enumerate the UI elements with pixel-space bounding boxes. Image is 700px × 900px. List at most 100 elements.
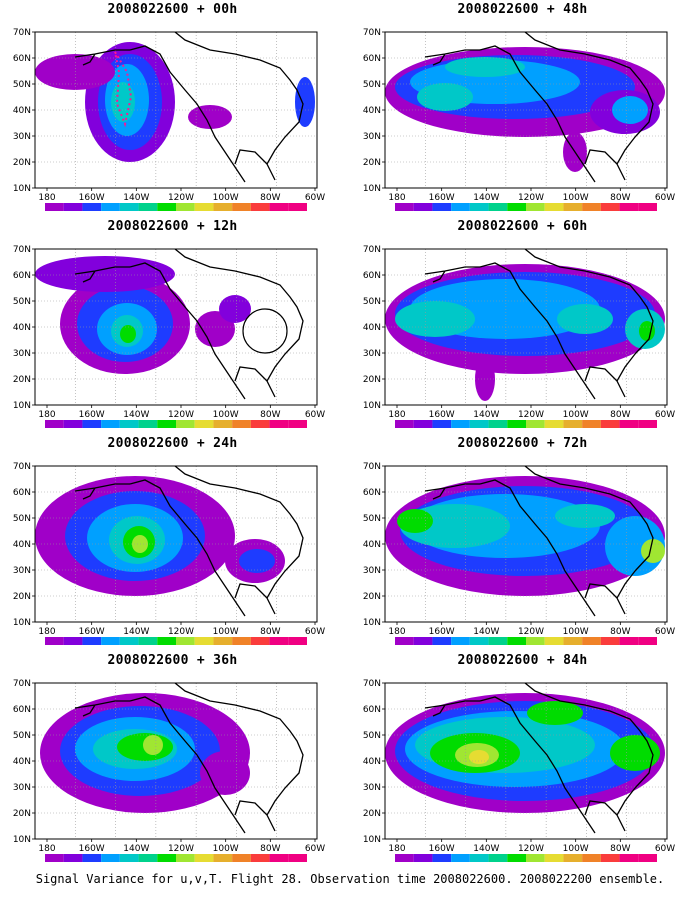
colorbar-swatch	[250, 854, 270, 862]
lon-tick-label: 60W	[655, 627, 675, 637]
lat-tick-label: 60N	[13, 271, 31, 281]
colorbar-swatch	[600, 420, 620, 428]
colorbar-label: 11	[209, 865, 218, 866]
lat-tick-label: 50N	[363, 731, 381, 741]
coastline	[424, 32, 654, 183]
coastline	[74, 683, 304, 834]
lat-tick-label: 10N	[363, 184, 381, 194]
lon-tick-label: 80W	[260, 193, 280, 203]
lat-tick-label: 70N	[13, 245, 31, 255]
lon-tick-label: 180	[38, 193, 55, 203]
colorbar-label: 4	[468, 431, 473, 432]
colorbar-swatch	[63, 203, 83, 211]
lat-tick-label: 50N	[363, 80, 381, 90]
colorbar: 1.6 2.2 3.1 4 5.1 6.3 7.6 9 11 14 21 29 40	[395, 203, 657, 215]
colorbar-swatch	[413, 637, 433, 645]
colorbar-label: 21	[596, 865, 605, 866]
colorbar-label: 7.6	[520, 431, 532, 432]
colorbar: 1.6 2.2 3.1 4 5.1 6.3 7.6 9 11 14 21 29 40	[395, 637, 657, 649]
lon-tick-label: 100W	[213, 844, 239, 854]
lon-tick-label: 160W	[79, 193, 105, 203]
lat-tick-label: 60N	[13, 488, 31, 498]
colorbar-label: 3.1	[96, 648, 107, 649]
contour-map: 70N 60N 50N 40N 30N 20N 10N 180 160W 140W 120W 100W…	[13, 28, 325, 215]
colorbar-label: 11	[559, 648, 568, 649]
colorbar-swatch	[432, 637, 452, 645]
colorbar-swatch	[119, 420, 139, 428]
panel-title: 2008022600 + 84h	[457, 653, 588, 668]
colorbar-label: 9	[542, 214, 546, 215]
colorbar-swatch	[451, 854, 470, 862]
colorbar-label: 21	[596, 648, 605, 649]
colorbar-swatch	[138, 854, 158, 862]
colorbar-swatch	[619, 203, 639, 211]
colorbar-label: 5.1	[133, 214, 144, 215]
colorbar-swatch	[544, 420, 564, 428]
colorbar-label: 3.1	[96, 431, 107, 432]
lat-tick-label: 30N	[13, 349, 31, 359]
lat-tick-label: 70N	[363, 462, 381, 472]
colorbar-label: 5.1	[483, 431, 494, 432]
colorbar-swatch	[600, 637, 620, 645]
colorbar-swatch	[600, 203, 620, 211]
colorbar-swatch	[451, 637, 470, 645]
lat-tick-label: 70N	[13, 28, 31, 38]
panel-title: 2008022600 + 60h	[457, 219, 588, 234]
colorbar-label: 21	[246, 431, 255, 432]
colorbar-label: 11	[209, 214, 218, 215]
colorbar-swatch	[526, 420, 545, 428]
colorbar-label: 40	[284, 431, 293, 432]
variance-contours	[385, 476, 665, 596]
colorbar-label: 1.6	[58, 214, 70, 215]
map-panel: 2008022600 + 36h 70N 60N 50N 40N 30N 20N 10N 180…	[0, 651, 345, 866]
colorbar-label: 6.3	[152, 865, 163, 866]
colorbar-label: 7.6	[520, 648, 532, 649]
colorbar-label: 7.6	[170, 214, 182, 215]
lat-tick-label: 60N	[363, 488, 381, 498]
colorbar-label: 7.6	[520, 865, 532, 866]
colorbar-swatch	[288, 420, 307, 428]
colorbar-label: 14	[578, 431, 587, 432]
colorbar-label: 11	[559, 431, 568, 432]
variance-contours	[385, 264, 665, 401]
lat-tick-label: 70N	[363, 679, 381, 689]
colorbar-label: 5.1	[483, 865, 494, 866]
colorbar-swatch	[413, 203, 433, 211]
colorbar: 1.6 2.2 3.1 4 5.1 6.3 7.6 9 11 14 21 29 40	[395, 420, 657, 432]
colorbar-swatch	[288, 854, 307, 862]
contour-map: 70N 60N 50N 40N 30N 20N 10N 180 160W 140W 120W 100W…	[363, 28, 675, 215]
colorbar-swatch	[194, 420, 214, 428]
lat-tick-label: 10N	[363, 835, 381, 845]
colorbar-label: 5.1	[133, 431, 144, 432]
colorbar-swatch	[432, 854, 452, 862]
colorbar-swatch	[63, 854, 83, 862]
colorbar-swatch	[582, 854, 601, 862]
colorbar-label: 6.3	[152, 214, 163, 215]
colorbar-swatch	[119, 854, 139, 862]
colorbar-label: 3.1	[446, 865, 457, 866]
colorbar-label: 40	[634, 214, 643, 215]
lat-tick-label: 60N	[363, 54, 381, 64]
lat-tick-label: 30N	[363, 783, 381, 793]
colorbar-label: 6.3	[502, 214, 513, 215]
colorbar-swatch	[101, 203, 120, 211]
lon-tick-label: 60W	[305, 844, 325, 854]
colorbar-label: 29	[265, 431, 274, 432]
colorbar-swatch	[619, 637, 639, 645]
colorbar-swatch	[469, 637, 489, 645]
lon-tick-label: 120W	[518, 410, 544, 420]
colorbar-swatch	[395, 854, 414, 862]
colorbar-swatch	[269, 203, 289, 211]
colorbar-swatch	[157, 203, 176, 211]
coastline	[424, 249, 654, 400]
colorbar-label: 14	[578, 214, 587, 215]
variance-contours	[35, 476, 285, 596]
colorbar-swatch	[582, 637, 601, 645]
lat-tick-label: 30N	[13, 132, 31, 142]
colorbar-swatch	[269, 854, 289, 862]
lat-tick-label: 70N	[13, 679, 31, 689]
map-panel: 2008022600 + 24h 70N 60N 50N 40N 30N 20N 10N 180…	[0, 434, 345, 649]
variance-contours	[35, 42, 315, 162]
colorbar-swatch	[232, 637, 251, 645]
lat-tick-label: 10N	[13, 184, 31, 194]
